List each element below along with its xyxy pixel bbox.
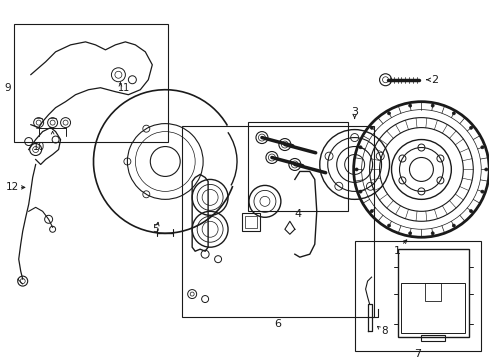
Text: 10: 10 <box>32 141 45 152</box>
Bar <box>401 283 466 333</box>
Bar <box>397 249 469 337</box>
Circle shape <box>481 190 484 193</box>
Text: 2: 2 <box>431 75 439 85</box>
Bar <box>182 126 373 317</box>
Circle shape <box>370 126 373 129</box>
Text: 9: 9 <box>4 83 11 93</box>
Circle shape <box>388 224 391 227</box>
Bar <box>425 283 441 301</box>
Circle shape <box>431 232 434 235</box>
Bar <box>421 335 445 341</box>
Circle shape <box>388 112 391 115</box>
Circle shape <box>409 232 412 235</box>
Text: 5: 5 <box>152 224 159 234</box>
Text: 1: 1 <box>394 246 401 256</box>
Text: 12: 12 <box>6 183 19 192</box>
Circle shape <box>452 224 455 227</box>
Circle shape <box>469 210 472 213</box>
Circle shape <box>359 146 362 149</box>
Circle shape <box>481 146 484 149</box>
Text: 3: 3 <box>351 107 358 117</box>
Text: 6: 6 <box>274 319 281 329</box>
Circle shape <box>469 126 472 129</box>
Text: 7: 7 <box>414 349 421 359</box>
Bar <box>242 213 260 231</box>
Circle shape <box>359 190 362 193</box>
Bar <box>355 241 481 351</box>
Text: 8: 8 <box>382 326 388 336</box>
Bar <box>245 216 257 228</box>
Circle shape <box>485 168 488 171</box>
Text: 4: 4 <box>294 209 301 219</box>
Circle shape <box>355 168 358 171</box>
Text: 11: 11 <box>119 83 131 93</box>
Circle shape <box>431 104 434 107</box>
Circle shape <box>409 104 412 107</box>
Circle shape <box>452 112 455 115</box>
Bar <box>248 122 348 211</box>
Circle shape <box>370 210 373 213</box>
Bar <box>14 24 168 141</box>
